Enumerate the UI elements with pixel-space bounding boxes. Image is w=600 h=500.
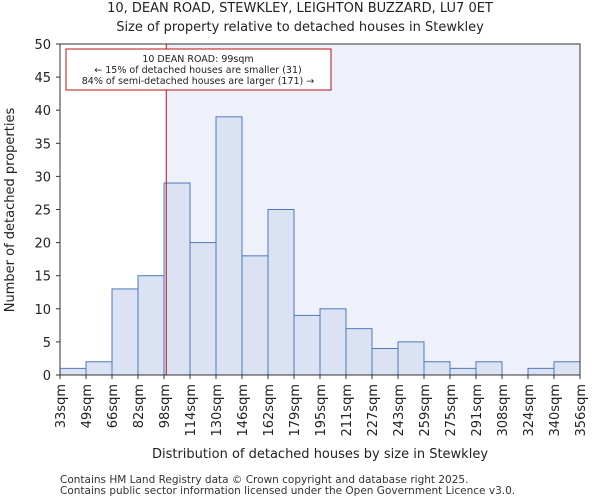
- x-tick-label: 356sqm: [574, 384, 589, 437]
- x-tick-label: 243sqm: [392, 384, 407, 437]
- y-tick-label: 0: [43, 369, 51, 384]
- y-tick-label: 10: [34, 303, 51, 318]
- footer-line-2: Contains public sector information licen…: [60, 485, 516, 497]
- bar-49sqm: [85, 361, 113, 376]
- bar-243sqm: [397, 341, 425, 376]
- annotation-box: [65, 48, 332, 91]
- x-tick-label: 33sqm: [54, 384, 69, 428]
- x-tick-label: 49sqm: [80, 384, 95, 428]
- bar-82sqm: [137, 275, 165, 376]
- x-tick-label: 308sqm: [496, 384, 511, 437]
- y-tick-label: 40: [34, 104, 51, 119]
- bar-130sqm: [215, 116, 243, 376]
- x-tick-label: 259sqm: [418, 384, 433, 437]
- bar-291sqm: [475, 361, 503, 376]
- y-tick-label: 50: [34, 38, 51, 53]
- bar-66sqm: [111, 288, 139, 376]
- x-tick-label: 179sqm: [288, 384, 303, 437]
- annotation-line-2: ← 15% of detached houses are smaller (31…: [94, 65, 301, 76]
- bar-275sqm: [449, 367, 477, 376]
- x-tick-label: 291sqm: [470, 384, 485, 437]
- bar-146sqm: [241, 255, 269, 376]
- x-tick-label: 195sqm: [314, 384, 329, 437]
- y-tick-label: 5: [43, 336, 51, 351]
- annotation-line-3: 84% of semi-detached houses are larger (…: [82, 76, 315, 87]
- annotation-line-1: 10 DEAN ROAD: 99sqm: [142, 54, 253, 65]
- bar-179sqm: [293, 314, 321, 376]
- chart-subtitle: Size of property relative to detached ho…: [116, 20, 484, 35]
- y-axis-label: Number of detached properties: [3, 108, 18, 313]
- x-tick-label: 211sqm: [340, 384, 355, 437]
- y-tick-label: 25: [34, 204, 51, 219]
- x-tick-label: 98sqm: [158, 384, 173, 428]
- bar-98sqm: [163, 182, 191, 376]
- x-tick-label: 227sqm: [366, 384, 381, 437]
- y-tick-label: 30: [34, 170, 51, 185]
- bar-259sqm: [423, 361, 451, 376]
- bar-227sqm: [371, 348, 399, 376]
- x-tick-label: 146sqm: [236, 384, 251, 437]
- y-tick-label: 20: [34, 237, 51, 252]
- bar-162sqm: [267, 209, 295, 376]
- bar-324sqm: [527, 367, 555, 376]
- bar-33sqm: [59, 367, 87, 376]
- x-tick-label: 275sqm: [444, 384, 459, 437]
- chart-title: 10, DEAN ROAD, STEWKLEY, LEIGHTON BUZZAR…: [107, 1, 493, 16]
- x-axis-label: Distribution of detached houses by size …: [152, 447, 488, 462]
- x-tick-label: 82sqm: [132, 384, 147, 428]
- x-tick-label: 340sqm: [548, 384, 563, 437]
- footer-line-1: Contains HM Land Registry data © Crown c…: [60, 474, 469, 486]
- bar-340sqm: [553, 361, 581, 376]
- x-tick-label: 114sqm: [184, 384, 199, 437]
- bar-114sqm: [189, 242, 217, 376]
- x-tick-label: 66sqm: [106, 384, 121, 428]
- y-tick-label: 15: [34, 270, 51, 285]
- y-tick-label: 35: [34, 137, 51, 152]
- x-tick-label: 130sqm: [210, 384, 225, 437]
- bar-195sqm: [319, 308, 347, 376]
- bar-211sqm: [345, 328, 373, 376]
- y-tick-label: 45: [34, 71, 51, 86]
- x-tick-label: 324sqm: [522, 384, 537, 437]
- x-tick-label: 162sqm: [262, 384, 277, 437]
